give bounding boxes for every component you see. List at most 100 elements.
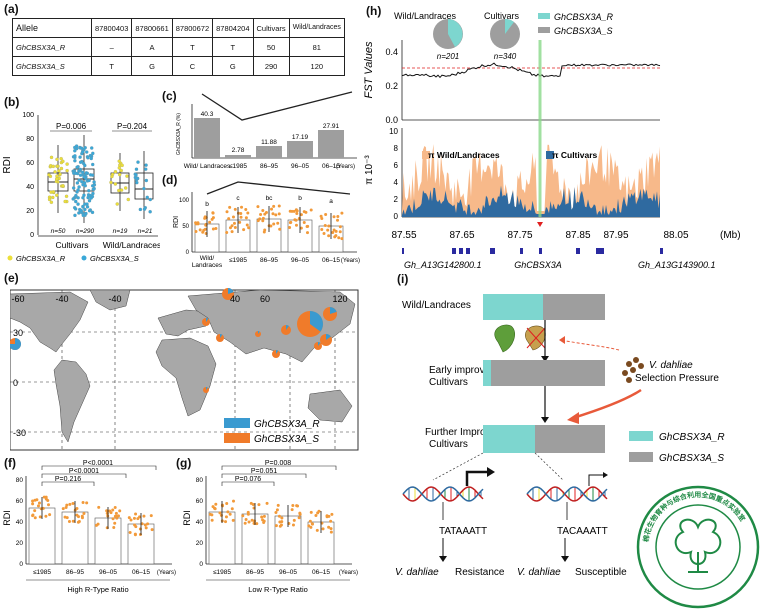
tick-label: 60 bbox=[16, 498, 24, 505]
dot bbox=[61, 184, 65, 188]
dot bbox=[226, 510, 230, 514]
dot bbox=[78, 160, 83, 164]
tick-label: 0.0 bbox=[385, 115, 398, 125]
lon-tick: 120 bbox=[332, 294, 347, 304]
dot bbox=[295, 212, 299, 216]
table-cell: T bbox=[212, 37, 254, 57]
h-pie-cult-r-slice bbox=[505, 19, 514, 34]
dot bbox=[55, 157, 59, 162]
dot bbox=[133, 523, 137, 527]
table-cell: A bbox=[131, 37, 173, 57]
table-cell: GhCBSX3A_R bbox=[12, 37, 92, 57]
panel-label-h: (h) bbox=[366, 4, 382, 18]
tick-label: 20 bbox=[16, 540, 24, 547]
dot bbox=[290, 508, 294, 512]
dot bbox=[64, 194, 69, 198]
dot bbox=[31, 499, 35, 503]
h-pie-wild-title: Wild/Landraces bbox=[394, 11, 457, 21]
dot bbox=[120, 163, 124, 168]
g-ylabel: RDI bbox=[182, 510, 192, 526]
cotton-logo-stamp-icon: 棉花生物育种与综合利用全国重点实验室 bbox=[636, 485, 760, 609]
c-value-label: 2.78 bbox=[232, 147, 245, 154]
h-pi-legend-cult: π Cultivars bbox=[552, 150, 598, 160]
f-ylabel: RDI bbox=[2, 510, 12, 526]
d-xtick: Landraces bbox=[192, 262, 223, 268]
dot bbox=[75, 165, 79, 169]
boxplot-b: RDI 0 20 40 60 80 100 P=0.006 P=0.204 n=… bbox=[2, 112, 160, 263]
dot bbox=[241, 514, 245, 518]
n-label: n=50 bbox=[51, 228, 66, 235]
i-row2-s bbox=[491, 360, 605, 386]
dot bbox=[334, 229, 338, 233]
n-label: n=290 bbox=[76, 228, 95, 235]
dot bbox=[81, 150, 85, 154]
chart-f: RDI 0 20 40 60 80 P<0.0001 P<0.0001 P=0.… bbox=[2, 460, 176, 594]
dot bbox=[327, 525, 331, 529]
lat-tick: 0 bbox=[13, 378, 18, 388]
dot bbox=[329, 527, 333, 531]
table-cell: Allele bbox=[12, 18, 92, 38]
dot bbox=[116, 514, 120, 518]
dot bbox=[73, 213, 77, 218]
dot bbox=[338, 225, 342, 229]
dot bbox=[105, 509, 109, 513]
dot bbox=[119, 188, 124, 192]
i-sus-pathogen: V. dahliae bbox=[517, 567, 561, 578]
dot bbox=[261, 209, 265, 213]
h-pie-cult-title: Cultivars bbox=[484, 11, 520, 21]
f-xunit: (Years) bbox=[157, 570, 176, 576]
dot bbox=[224, 520, 228, 524]
dot bbox=[299, 213, 303, 217]
dot bbox=[244, 207, 248, 211]
c-value-label: 40.3 bbox=[201, 111, 214, 118]
tick-label: 80 bbox=[196, 477, 204, 484]
h-legend-s: GhCBSX3A_S bbox=[554, 26, 613, 36]
dot bbox=[288, 225, 292, 229]
dot bbox=[309, 510, 313, 514]
dot bbox=[84, 171, 89, 175]
dot bbox=[76, 188, 80, 192]
dot bbox=[127, 516, 131, 520]
i-arrow-down bbox=[572, 388, 642, 420]
map-pie-r-slice bbox=[206, 318, 209, 322]
i-row3-r bbox=[483, 425, 535, 453]
dot bbox=[317, 509, 321, 513]
dot bbox=[203, 227, 207, 231]
dot bbox=[340, 237, 344, 241]
dot bbox=[90, 184, 95, 188]
dot bbox=[97, 505, 101, 509]
dot bbox=[92, 180, 96, 184]
h-xtick: 87.85 bbox=[565, 230, 590, 241]
table-cell: 50 bbox=[252, 37, 290, 57]
dot bbox=[88, 173, 93, 177]
dot bbox=[81, 501, 85, 505]
c-bar-96-05 bbox=[287, 141, 313, 158]
dot bbox=[59, 166, 64, 171]
dot bbox=[89, 156, 93, 161]
i-seq-left: TATAAATT bbox=[439, 526, 487, 537]
table-cell: Wild/Landraces bbox=[288, 18, 345, 38]
panel-label-a: (a) bbox=[4, 2, 19, 16]
table-cell: C bbox=[171, 56, 214, 76]
h-pie-wild-n: n=201 bbox=[437, 52, 459, 61]
dot bbox=[38, 515, 42, 519]
dot bbox=[92, 186, 96, 191]
f-xtick: 06–15 bbox=[132, 569, 150, 576]
dot bbox=[239, 211, 243, 215]
dot bbox=[302, 220, 306, 224]
i-sus-label: Susceptible bbox=[575, 567, 627, 578]
dot bbox=[225, 502, 229, 506]
chart-h: Wild/Landraces n=201 Cultivars n=340 GhC… bbox=[363, 11, 741, 270]
dot bbox=[288, 209, 292, 213]
table-cell: 87800403 bbox=[90, 18, 133, 38]
dot bbox=[277, 204, 281, 208]
i-row2-r bbox=[483, 360, 491, 386]
dot bbox=[41, 506, 45, 510]
f-pvalue: P<0.0001 bbox=[83, 460, 113, 467]
d-letter: bc bbox=[266, 195, 274, 202]
dot bbox=[80, 170, 85, 175]
allele-table: Allele 87800403 87800661 87800672 878042… bbox=[12, 18, 345, 76]
dot bbox=[65, 162, 69, 166]
dot bbox=[214, 502, 218, 506]
dot bbox=[211, 211, 215, 215]
